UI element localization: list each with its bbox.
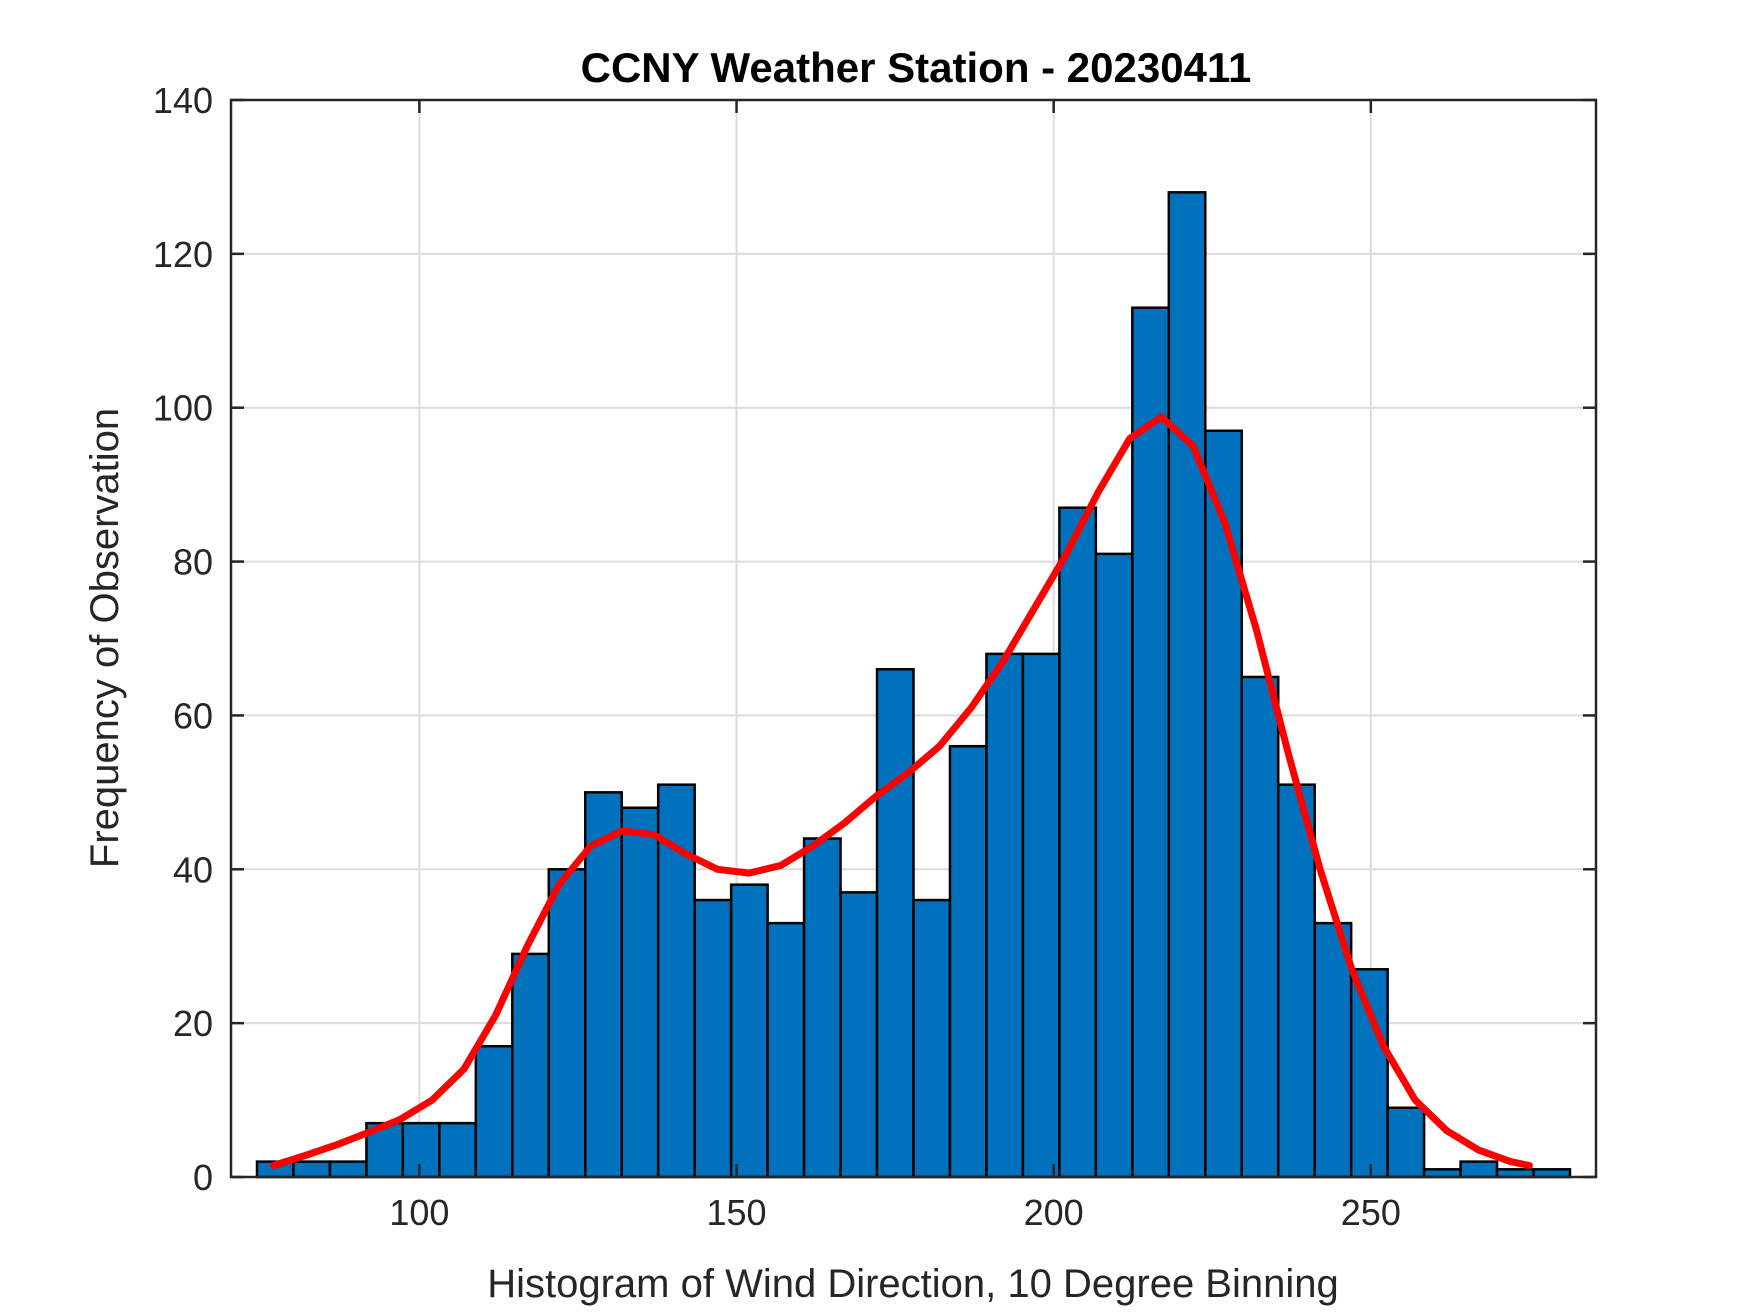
- axes: 100 150 200 250 0 20 40 60 80 100 120 140: [153, 80, 1596, 1233]
- histogram-bar: [511, 952, 551, 1179]
- histogram-bar: [985, 652, 1025, 1179]
- y-axis-label: Frequency of Observation: [83, 408, 127, 868]
- histogram-bar: [1131, 306, 1171, 1179]
- histogram-bar: [1349, 968, 1389, 1179]
- histogram-bar: [474, 1044, 514, 1179]
- histogram-bar: [948, 744, 988, 1179]
- y-tick-label: 120: [153, 234, 213, 275]
- histogram-bar: [766, 921, 806, 1179]
- histogram-bar: [620, 806, 660, 1179]
- y-tick-label: 0: [193, 1157, 213, 1198]
- histogram-bar: [1240, 675, 1280, 1179]
- histogram-bar: [875, 668, 915, 1179]
- histogram-bar: [438, 1121, 478, 1179]
- histogram-bar: [729, 883, 769, 1179]
- y-tick-label: 80: [173, 542, 213, 583]
- x-tick-label: 100: [389, 1192, 449, 1233]
- histogram-bar: [1204, 429, 1243, 1179]
- histogram-bar: [693, 898, 733, 1179]
- histogram-bar: [1058, 506, 1098, 1179]
- histogram-bar: [802, 837, 842, 1179]
- y-tick-label: 20: [173, 1003, 213, 1044]
- histogram-bar: [547, 868, 587, 1179]
- histogram-bar: [1386, 1106, 1426, 1179]
- histogram-bar: [401, 1121, 441, 1179]
- histogram-bar: [1459, 1160, 1499, 1179]
- histogram-bar: [1276, 783, 1316, 1179]
- y-tick-label: 40: [173, 849, 213, 890]
- histogram-bar: [584, 791, 623, 1179]
- chart-title: CCNY Weather Station - 20230411: [581, 44, 1252, 91]
- histogram-bar: [912, 898, 952, 1179]
- x-axis-label: Histogram of Wind Direction, 10 Degree B…: [487, 1262, 1339, 1306]
- x-tick-label: 150: [706, 1192, 766, 1233]
- histogram-bar: [839, 891, 879, 1179]
- histogram-bar: [1021, 652, 1061, 1179]
- plot-frame: [229, 98, 1598, 1179]
- histogram-bar: [1167, 191, 1207, 1179]
- histogram-bar: [328, 1160, 368, 1179]
- y-tick-label: 100: [153, 388, 213, 429]
- histogram-bar: [292, 1160, 332, 1179]
- histogram-bar: [1094, 552, 1134, 1179]
- y-tick-label: 60: [173, 695, 213, 736]
- y-tick-label: 140: [153, 80, 213, 121]
- histogram-bars: [255, 191, 1572, 1179]
- x-tick-label: 250: [1341, 1192, 1401, 1233]
- x-tick-label: 200: [1024, 1192, 1084, 1233]
- density-curve: [270, 413, 1533, 1169]
